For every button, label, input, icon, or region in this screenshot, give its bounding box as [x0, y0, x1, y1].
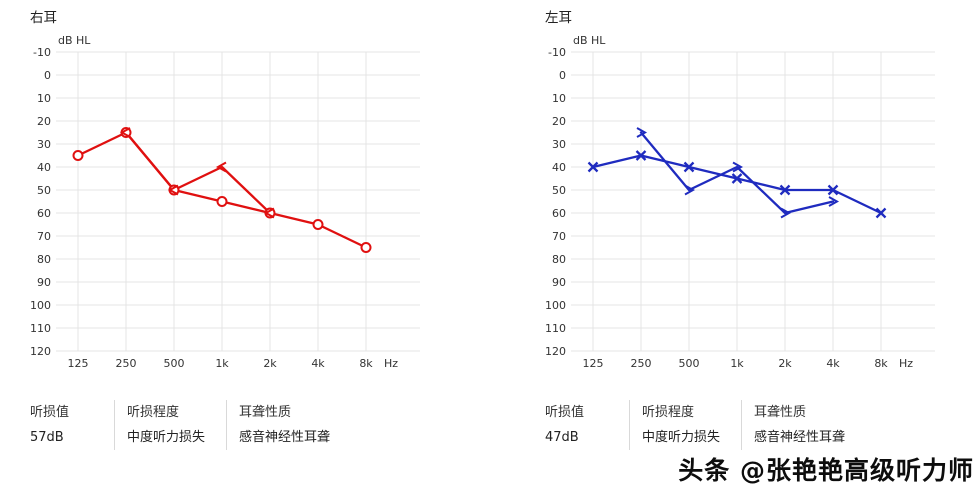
svg-text:4k: 4k — [311, 357, 325, 370]
svg-text:1k: 1k — [215, 357, 229, 370]
left-summary-value-loss-value: 47dB — [545, 430, 579, 445]
svg-text:10: 10 — [37, 92, 51, 105]
svg-text:125: 125 — [583, 357, 604, 370]
left-ear-summary: 听损值 听损程度 耳聋性质 47dB 中度听力损失 感音神经性耳聋 — [545, 400, 977, 450]
right-summary-header-loss-degree: 听损程度 — [114, 400, 226, 425]
watermark: 头条 @张艳艳高级听力师 — [678, 456, 974, 485]
svg-text:40: 40 — [37, 161, 51, 174]
left-ear-title: 左耳 — [545, 10, 572, 26]
svg-text:70: 70 — [37, 230, 51, 243]
svg-text:90: 90 — [552, 276, 566, 289]
svg-text:80: 80 — [552, 253, 566, 266]
svg-text:50: 50 — [37, 184, 51, 197]
left-summary-header-loss-degree: 听损程度 — [629, 400, 741, 425]
svg-text:40: 40 — [552, 161, 566, 174]
left-summary-header-deafness-type: 耳聋性质 — [741, 400, 977, 425]
svg-text:60: 60 — [552, 207, 566, 220]
svg-text:500: 500 — [164, 357, 185, 370]
right-summary-header-deafness-type: 耳聋性质 — [226, 400, 462, 425]
left-summary-header-loss-value: 听损值 — [545, 405, 585, 420]
svg-text:Hz: Hz — [384, 357, 398, 370]
svg-text:0: 0 — [44, 69, 51, 82]
svg-text:500: 500 — [679, 357, 700, 370]
right-summary-value-loss-value: 57dB — [30, 430, 64, 445]
svg-text:30: 30 — [37, 138, 51, 151]
svg-text:8k: 8k — [359, 357, 373, 370]
svg-text:2k: 2k — [263, 357, 277, 370]
right-ear-panel: 右耳 dB HL -10 0 10 20 30 40 50 60 70 80 90 100 110 120 1… — [22, 8, 462, 450]
left-summary-value-deafness-type: 感音神经性耳聋 — [741, 425, 977, 450]
svg-text:20: 20 — [37, 115, 51, 128]
svg-text:4k: 4k — [826, 357, 840, 370]
svg-text:100: 100 — [30, 299, 51, 312]
svg-text:90: 90 — [37, 276, 51, 289]
svg-text:120: 120 — [545, 345, 566, 358]
svg-text:30: 30 — [552, 138, 566, 151]
svg-text:0: 0 — [559, 69, 566, 82]
svg-text:Hz: Hz — [899, 357, 913, 370]
svg-text:250: 250 — [116, 357, 137, 370]
svg-text:125: 125 — [68, 357, 89, 370]
svg-text:250: 250 — [631, 357, 652, 370]
svg-text:-10: -10 — [33, 46, 51, 59]
left-ear-panel: 左耳 dB HL -10 0 10 20 30 40 50 60 70 80 90 100 110 120 1… — [537, 8, 977, 450]
svg-text:120: 120 — [30, 345, 51, 358]
svg-text:110: 110 — [30, 322, 51, 335]
left-ear-audiogram: dB HL -10 0 10 20 30 40 50 60 70 80 90 100 110 120 125 2… — [537, 32, 967, 376]
right-ear-title: 右耳 — [30, 10, 57, 26]
right-summary-header-loss-value: 听损值 — [30, 405, 70, 420]
svg-text:60: 60 — [37, 207, 51, 220]
svg-text:dB HL: dB HL — [573, 34, 606, 47]
right-summary-value-deafness-type: 感音神经性耳聋 — [226, 425, 462, 450]
svg-text:80: 80 — [37, 253, 51, 266]
svg-text:2k: 2k — [778, 357, 792, 370]
right-summary-value-loss-degree: 中度听力损失 — [114, 425, 226, 450]
right-ear-summary: 听损值 听损程度 耳聋性质 57dB 中度听力损失 感音神经性耳聋 — [30, 400, 462, 450]
svg-text:8k: 8k — [874, 357, 888, 370]
svg-text:50: 50 — [552, 184, 566, 197]
svg-text:20: 20 — [552, 115, 566, 128]
svg-text:70: 70 — [552, 230, 566, 243]
svg-text:10: 10 — [552, 92, 566, 105]
right-ear-audiogram: dB HL -10 0 10 20 30 40 50 60 70 80 90 100 110 120 125 2… — [22, 32, 452, 376]
svg-text:-10: -10 — [548, 46, 566, 59]
svg-text:1k: 1k — [730, 357, 744, 370]
svg-text:100: 100 — [545, 299, 566, 312]
left-summary-value-loss-degree: 中度听力损失 — [629, 425, 741, 450]
svg-text:dB HL: dB HL — [58, 34, 91, 47]
charts-row: 右耳 dB HL -10 0 10 20 30 40 50 60 70 80 90 100 110 120 1… — [22, 8, 977, 450]
svg-text:110: 110 — [545, 322, 566, 335]
